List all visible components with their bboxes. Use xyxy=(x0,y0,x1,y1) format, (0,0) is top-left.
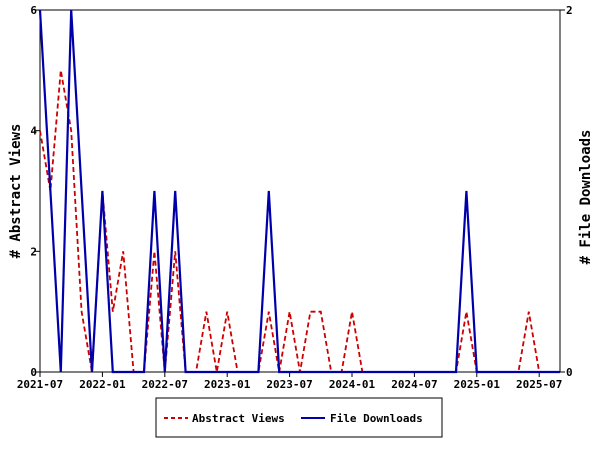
x-tick-label: 2025-01 xyxy=(454,378,501,391)
y-left-tick-label: 4 xyxy=(30,125,37,138)
legend: Abstract Views File Downloads xyxy=(155,397,443,438)
y-axis-right-title: # File Downloads xyxy=(578,130,594,265)
plot-area xyxy=(39,9,561,373)
y-left-tick-label: 2 xyxy=(30,245,37,258)
x-tick-label: 2025-07 xyxy=(516,378,562,391)
legend-label-abstract-views: Abstract Views xyxy=(192,412,285,425)
x-tick-label: 2021-07 xyxy=(17,378,63,391)
y-left-tick-label: 6 xyxy=(30,4,37,17)
series-line-file-downloads xyxy=(38,9,560,374)
y-right-tick-label: 0 xyxy=(566,366,573,379)
x-tick-label: 2022-01 xyxy=(79,378,126,391)
x-tick-label: 2023-01 xyxy=(204,378,251,391)
y-axis-left-title: # Abstract Views xyxy=(8,124,24,259)
legend-box xyxy=(155,397,443,438)
y-left-tick-label: 0 xyxy=(30,366,37,379)
legend-label-file-downloads: File Downloads xyxy=(330,412,423,425)
y-right-tick-label: 2 xyxy=(566,4,573,17)
series-layer xyxy=(38,9,560,374)
x-tick-label: 2023-07 xyxy=(266,378,312,391)
x-tick-label: 2022-07 xyxy=(142,378,188,391)
x-tick-label: 2024-01 xyxy=(329,378,376,391)
x-tick-label: 2024-07 xyxy=(391,378,437,391)
ticks-layer: 2021-07 2022-01 2022-07 2023-01 2023-07 2024-… xyxy=(17,4,573,391)
